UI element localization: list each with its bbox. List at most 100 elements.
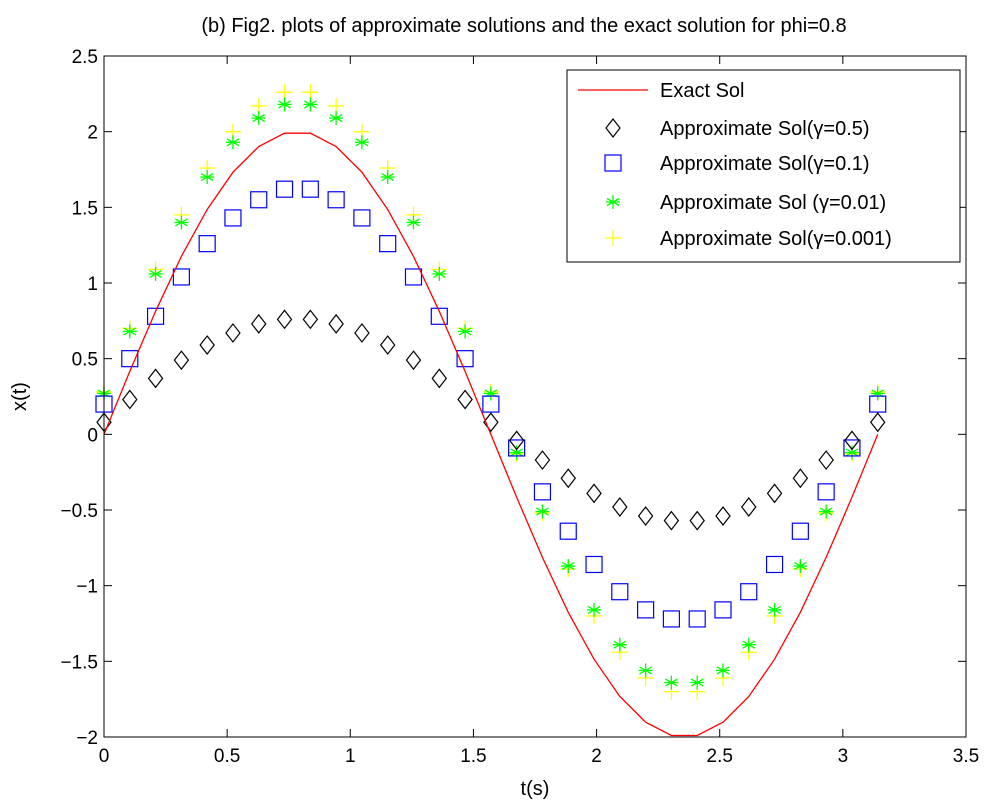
data-point (869, 412, 886, 433)
data-point (327, 191, 345, 209)
data-point (405, 350, 422, 371)
axis-ticks: 0 0.5 1 1.5 2 2.5 3 3.5 −2 −1.5 −1 −0.5 0 0.5 1 1.5 2 2.5 (60, 47, 979, 767)
data-point (561, 558, 576, 573)
y-axis-label: x(t) (9, 382, 31, 411)
x-axis-label: t(s) (521, 778, 550, 800)
data-point (456, 350, 474, 368)
data-point (818, 450, 834, 471)
data-point (250, 191, 268, 209)
data-point (275, 180, 294, 198)
data-point (173, 350, 190, 371)
legend-label: Approximate Sol (γ=0.01) (660, 192, 886, 214)
y-tick-label: −0.5 (60, 501, 98, 522)
data-point (354, 322, 370, 343)
data-point (869, 395, 887, 413)
data-point (199, 335, 215, 356)
legend-label: Approximate Sol(γ=0.001) (660, 228, 892, 250)
data-point (354, 135, 369, 150)
data-point (793, 558, 808, 573)
data-point (380, 170, 395, 185)
x-tick-label: 2 (591, 746, 602, 767)
data-point (404, 268, 423, 286)
data-point (483, 412, 499, 433)
legend-entry: Approximate Sol(γ=0.5) (605, 118, 870, 140)
legend-swatch (606, 195, 620, 209)
data-point (663, 510, 680, 531)
data-point (612, 637, 627, 652)
data-point (121, 350, 139, 368)
data-point (147, 368, 164, 389)
data-point (250, 313, 267, 334)
data-point (662, 610, 680, 628)
data-point (251, 111, 266, 126)
data-point (198, 235, 216, 253)
data-point (819, 504, 834, 519)
y-tick-label: 1 (87, 274, 98, 295)
data-point (457, 389, 473, 410)
series-0 (103, 132, 879, 737)
series-line (103, 132, 879, 737)
data-point (715, 506, 731, 527)
legend-box (566, 69, 961, 263)
y-tick-label: 0.5 (72, 350, 98, 371)
legend-swatch (604, 154, 622, 172)
legend: Exact Sol Approximate Sol(γ=0.5) Approxima… (566, 69, 961, 263)
x-tick-label: 1 (345, 746, 356, 767)
data-point (431, 368, 448, 389)
chart-title: (b) Fig2. plots of approximate solutions… (201, 15, 846, 37)
data-point (329, 111, 344, 126)
x-tick-label: 2.5 (707, 746, 733, 767)
data-point (432, 266, 447, 281)
data-point (817, 483, 835, 501)
y-tick-label: 2.5 (72, 47, 98, 68)
data-point (560, 468, 577, 489)
y-tick-label: 0 (87, 425, 98, 446)
data-point (430, 307, 448, 325)
data-point (587, 602, 602, 617)
data-point (406, 215, 421, 230)
data-point (379, 235, 397, 253)
data-point (122, 324, 137, 339)
x-tick-label: 1.5 (460, 746, 486, 767)
legend-swatch (605, 118, 621, 138)
data-point (844, 430, 860, 451)
data-point (638, 663, 653, 678)
data-point (766, 483, 783, 504)
data-point (586, 483, 602, 504)
legend-label: Exact Sol (660, 80, 744, 102)
data-point (122, 389, 138, 410)
data-point (379, 335, 396, 356)
data-point (664, 675, 679, 690)
data-point (741, 496, 757, 517)
data-point (458, 324, 473, 339)
data-point (689, 510, 705, 531)
data-point (172, 268, 190, 286)
data-point (225, 135, 240, 150)
y-tick-label: 1.5 (72, 198, 98, 219)
data-point (353, 209, 371, 227)
data-point (148, 266, 163, 281)
axes-frame (103, 55, 967, 738)
data-point (200, 170, 215, 185)
x-tick-label: 3 (838, 746, 849, 767)
legend-entry: Approximate Sol(γ=0.1) (604, 153, 870, 175)
y-tick-label: −1.5 (60, 652, 98, 673)
data-point (509, 445, 524, 460)
data-point (559, 522, 577, 540)
data-point (534, 450, 551, 471)
data-point (302, 309, 319, 330)
x-tick-label: 3.5 (953, 746, 979, 767)
data-point (482, 395, 500, 413)
x-tick-label: 0.5 (214, 746, 240, 767)
data-point (688, 610, 706, 628)
data-point (765, 555, 784, 574)
data-point (844, 445, 859, 460)
y-tick-label: −1 (76, 577, 98, 598)
legend-entry: Approximate Sol (γ=0.01) (606, 192, 886, 214)
data-point (174, 215, 189, 230)
data-point (791, 522, 809, 540)
data-point (508, 439, 526, 457)
data-point (843, 439, 861, 457)
legend-label: Approximate Sol(γ=0.5) (660, 118, 870, 140)
